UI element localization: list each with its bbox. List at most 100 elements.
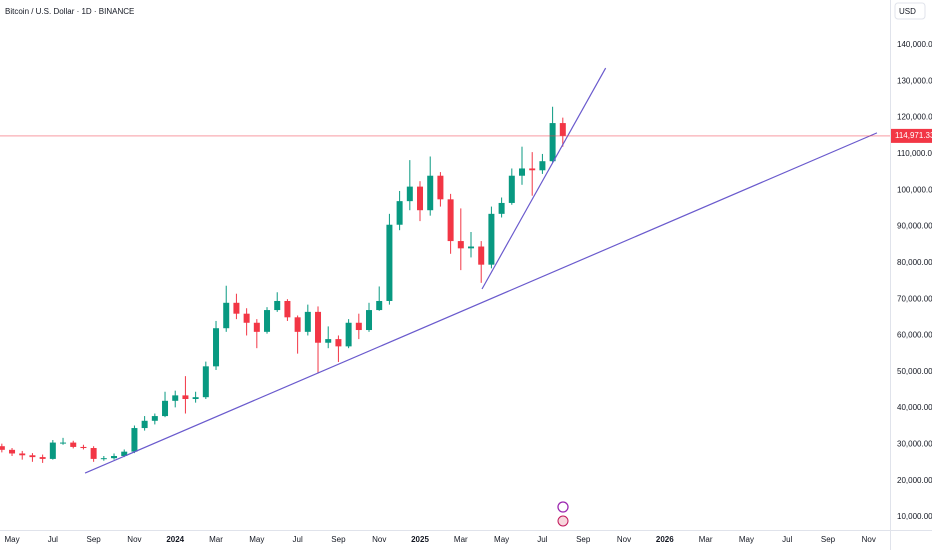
x-tick-label: Sep xyxy=(576,535,591,544)
candle-body xyxy=(559,123,566,136)
candle-body xyxy=(335,339,342,347)
candle-body xyxy=(264,310,271,332)
y-tick-label: 60,000.00 xyxy=(897,331,932,340)
candle-body xyxy=(90,448,97,459)
x-tick-label: May xyxy=(4,535,19,544)
candle-body xyxy=(325,339,332,343)
candle-body xyxy=(417,186,424,211)
candle-body xyxy=(192,397,199,400)
currency-box[interactable] xyxy=(894,2,926,20)
candle-body xyxy=(213,328,220,367)
candle-body xyxy=(437,175,444,200)
candle-body xyxy=(80,446,87,449)
y-tick-label: 50,000.00 xyxy=(897,367,932,376)
candle-body xyxy=(376,300,383,311)
x-tick-label: May xyxy=(739,535,754,544)
candle-body xyxy=(274,300,281,311)
candle-body xyxy=(131,428,138,452)
candle-body xyxy=(121,451,128,457)
x-tick-label: 2024 xyxy=(166,535,184,544)
candle-body xyxy=(151,416,158,421)
candle-body xyxy=(9,449,16,454)
x-tick-label: 2025 xyxy=(411,535,429,544)
y-tick-label: 20,000.00 xyxy=(897,476,932,485)
candle-body xyxy=(508,175,515,203)
candle-body xyxy=(366,310,373,331)
candle-body xyxy=(39,457,46,459)
candle-body xyxy=(60,442,67,444)
x-tick-label: Nov xyxy=(372,535,386,544)
candle-body xyxy=(233,302,240,314)
x-tick-label: Mar xyxy=(454,535,468,544)
candle-body xyxy=(498,202,505,214)
candle-body xyxy=(488,213,495,265)
y-tick-label: 80,000.00 xyxy=(897,258,932,267)
candle-body xyxy=(315,311,322,343)
currency-label[interactable]: USD xyxy=(899,7,916,16)
price-label-box xyxy=(891,128,932,143)
candle-body xyxy=(19,453,26,456)
candle-body xyxy=(519,168,526,176)
candle-body xyxy=(243,313,250,323)
y-tick-label: 40,000.00 xyxy=(897,403,932,412)
candle-body xyxy=(253,322,260,332)
candle-body xyxy=(0,446,5,450)
candle-body xyxy=(182,395,189,400)
candle-body xyxy=(202,366,209,398)
candle-body xyxy=(111,456,118,459)
x-tick-label: Sep xyxy=(331,535,346,544)
x-tick-label: May xyxy=(494,535,509,544)
x-tick-label: Jul xyxy=(782,535,792,544)
candle-body xyxy=(70,442,77,447)
candle-body xyxy=(447,199,454,242)
candle-body xyxy=(396,201,403,225)
candle-body xyxy=(468,246,475,249)
candle-body xyxy=(294,317,301,332)
candle-body xyxy=(355,322,362,331)
y-tick-label: 120,000.00 xyxy=(897,113,932,122)
x-tick-label: Jul xyxy=(293,535,303,544)
event-icon[interactable] xyxy=(557,515,569,527)
candle-body xyxy=(29,455,36,458)
y-tick-label: 130,000.00 xyxy=(897,76,932,85)
candle-body xyxy=(223,302,230,329)
candle-body xyxy=(284,300,291,318)
x-tick-label: 2026 xyxy=(656,535,674,544)
candle-body xyxy=(457,241,464,249)
candle-body xyxy=(549,123,556,162)
candle-body xyxy=(49,442,56,459)
y-tick-label: 90,000.00 xyxy=(897,222,932,231)
event-icons[interactable] xyxy=(557,501,569,527)
candle-body xyxy=(141,420,148,429)
candle-body xyxy=(406,186,413,202)
candle-body xyxy=(304,311,311,332)
candle-body xyxy=(100,458,107,460)
x-tick-label: Jul xyxy=(537,535,547,544)
x-tick-label: Nov xyxy=(127,535,141,544)
trendline xyxy=(84,132,878,474)
price-label: 114,971.33 xyxy=(895,131,932,140)
x-tick-label: Sep xyxy=(821,535,836,544)
candle-body xyxy=(345,322,352,347)
y-tick-label: 140,000.00 xyxy=(897,40,932,49)
y-tick-label: 110,000.00 xyxy=(897,149,932,158)
y-tick-label: 70,000.00 xyxy=(897,294,932,303)
x-tick-label: Nov xyxy=(862,535,876,544)
x-tick-label: Mar xyxy=(209,535,223,544)
candle-body xyxy=(529,168,536,171)
trendline xyxy=(481,67,607,290)
y-tick-label: 30,000.00 xyxy=(897,439,932,448)
event-icon[interactable] xyxy=(557,501,569,513)
y-tick-label: 10,000.00 xyxy=(897,512,932,521)
candle-body xyxy=(539,161,546,171)
candle-body xyxy=(478,246,485,265)
candle-body xyxy=(427,175,434,211)
y-tick-label: 100,000.00 xyxy=(897,185,932,194)
chart-title: Bitcoin / U.S. Dollar · 1D · BINANCE xyxy=(5,7,134,16)
plot-area xyxy=(0,67,878,474)
x-tick-label: Sep xyxy=(87,535,102,544)
x-tick-label: Jul xyxy=(48,535,58,544)
x-tick-label: Nov xyxy=(617,535,631,544)
